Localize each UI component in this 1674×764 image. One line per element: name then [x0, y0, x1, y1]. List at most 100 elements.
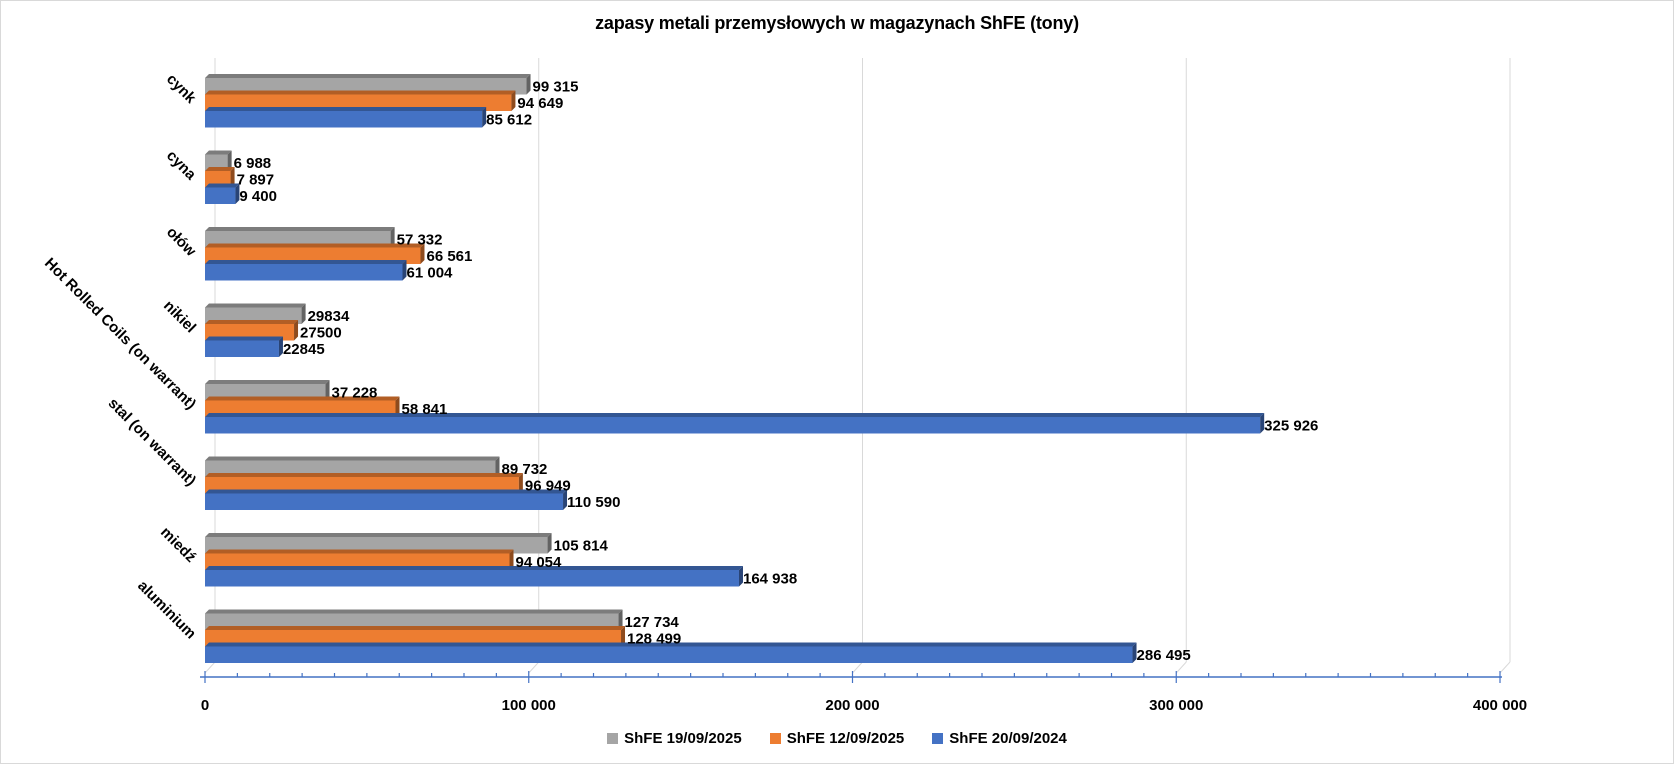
bar — [205, 417, 1261, 434]
bar-side-face — [301, 303, 306, 324]
bar-top-face — [205, 227, 395, 231]
bar-top-face — [205, 456, 500, 461]
bar — [205, 400, 396, 417]
data-label: 85 612 — [486, 111, 532, 128]
category-label: cynk — [163, 71, 200, 108]
bar-side-face — [230, 167, 235, 188]
bar-top-face — [205, 609, 623, 614]
bar-top-face — [205, 303, 306, 308]
data-label: 29834 — [308, 308, 350, 325]
x-tick-label: 0 — [201, 697, 209, 714]
bar — [205, 94, 512, 111]
bar-top-face — [205, 320, 299, 324]
category-label: cyna — [163, 147, 200, 184]
data-label: 105 814 — [554, 537, 609, 554]
bar-top-face — [205, 549, 514, 554]
bar — [205, 553, 510, 570]
bar-side-face — [482, 107, 487, 128]
bar — [205, 340, 279, 357]
bar — [205, 307, 302, 324]
bar — [205, 264, 403, 281]
x-tick-label: 400 000 — [1473, 697, 1527, 714]
legend-item: ShFE 20/09/2024 — [932, 730, 1067, 747]
data-label: 22845 — [283, 341, 325, 358]
bar-side-face — [402, 260, 407, 281]
data-label: 94 054 — [515, 554, 562, 571]
bar-side-face — [495, 456, 500, 477]
data-label: 94 649 — [517, 95, 563, 112]
gridline-depth — [852, 661, 863, 674]
category-label: nikiel — [160, 297, 199, 336]
bar — [205, 384, 326, 401]
bar-top-face — [205, 260, 407, 264]
category-label: ołów — [163, 224, 199, 260]
bar — [205, 460, 496, 477]
bar-side-face — [390, 227, 395, 248]
bar-side-face — [395, 396, 400, 417]
x-tick-label: 100 000 — [502, 697, 556, 714]
bar — [205, 324, 295, 341]
gridline-depth — [204, 661, 216, 674]
gridline-depth — [1175, 661, 1187, 674]
legend-label: ShFE 12/09/2025 — [786, 730, 905, 747]
bar-side-face — [509, 549, 514, 570]
bar — [205, 154, 228, 171]
bar-side-face — [325, 380, 330, 401]
data-label: 61 004 — [407, 264, 454, 281]
bar — [205, 630, 622, 647]
data-label: 110 590 — [567, 494, 620, 511]
legend-label: ShFE 20/09/2024 — [949, 730, 1067, 747]
bar-side-face — [618, 609, 623, 630]
data-label: 99 315 — [533, 78, 579, 95]
bar — [205, 477, 519, 494]
data-label: 6 988 — [234, 155, 272, 172]
bar — [205, 537, 548, 554]
legend-label: ShFE 19/09/2025 — [624, 730, 742, 747]
bar-side-face — [738, 566, 743, 587]
chart-title: zapasy metali przemysłowych w magazynach… — [595, 13, 1079, 33]
bar-side-face — [526, 74, 531, 95]
data-label: 128 499 — [627, 630, 681, 647]
data-label: 37 228 — [332, 384, 378, 401]
bar-top-face — [205, 107, 487, 111]
bar — [205, 187, 236, 204]
bar — [205, 570, 739, 587]
bar — [205, 171, 231, 188]
gridline-depth — [1499, 661, 1511, 674]
bar — [205, 646, 1133, 663]
bar — [205, 111, 483, 128]
gridline-depth — [528, 661, 540, 674]
bar — [205, 613, 619, 630]
bar — [205, 493, 564, 510]
chart-legend: ShFE 19/09/2025 ShFE 12/09/2025 ShFE 20/09… — [0, 730, 1674, 747]
legend-item: ShFE 12/09/2025 — [769, 730, 905, 747]
bar-top-face — [205, 150, 232, 155]
bar-side-face — [227, 150, 232, 171]
bar-side-face — [563, 489, 568, 510]
data-label: 66 561 — [426, 248, 472, 265]
bar-side-face — [621, 626, 626, 647]
data-label: 89 732 — [502, 461, 548, 478]
data-label: 7 897 — [237, 171, 275, 188]
data-label: 57 332 — [397, 231, 443, 248]
bar-top-face — [205, 183, 240, 188]
bar-side-face — [420, 243, 425, 264]
bar — [205, 78, 527, 95]
bar-top-face — [205, 566, 743, 570]
data-label: 164 938 — [743, 570, 797, 587]
category-label: aluminium — [134, 577, 199, 642]
bar-side-face — [235, 183, 240, 204]
bar-side-face — [518, 473, 523, 494]
legend-swatch — [607, 733, 619, 744]
data-label: 58 841 — [401, 401, 447, 418]
bar-top-face — [205, 396, 400, 401]
x-tick-label: 200 000 — [825, 697, 879, 714]
bar-top-face — [205, 74, 531, 78]
data-label: 96 949 — [525, 477, 571, 494]
category-label: miedź — [157, 524, 199, 566]
bar-top-face — [205, 380, 330, 384]
data-label: 127 734 — [625, 614, 680, 631]
data-label: 286 495 — [1137, 647, 1191, 664]
legend-item: ShFE 19/09/2025 — [607, 730, 742, 747]
